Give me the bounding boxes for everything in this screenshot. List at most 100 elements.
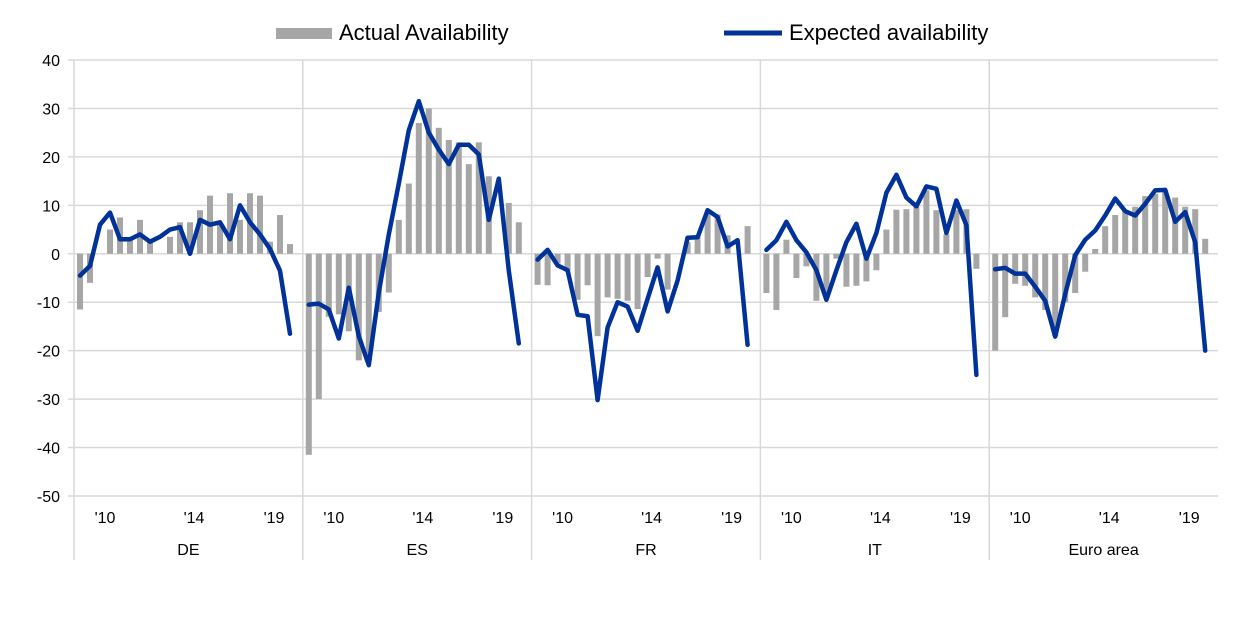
y-tick-label: -20 <box>37 344 60 361</box>
bar-es <box>355 253 362 361</box>
bar-es <box>315 253 322 400</box>
y-tick-label: 20 <box>42 150 60 167</box>
panel-label: Euro area <box>1068 542 1138 559</box>
bar-de <box>197 210 203 254</box>
bar-de <box>257 195 263 254</box>
bar-euro-area <box>992 253 999 351</box>
actual-availability-bars <box>77 108 1209 455</box>
y-tick-label: 10 <box>42 198 60 215</box>
bar-euro-area <box>1082 253 1089 272</box>
panel-label: DE <box>177 542 199 559</box>
bar-fr <box>644 253 651 278</box>
bar-euro-area <box>1012 253 1019 284</box>
bar-euro-area <box>1072 253 1079 294</box>
bar-es <box>465 164 472 254</box>
x-tick-label: '19 <box>492 510 513 527</box>
bar-es <box>325 253 332 317</box>
bar-euro-area <box>1202 238 1209 254</box>
bar-euro-area <box>1142 196 1149 254</box>
bar-es <box>435 127 442 254</box>
x-tick-label: '10 <box>781 510 802 527</box>
bar-it <box>803 253 810 267</box>
bar-it <box>883 229 890 254</box>
bar-es <box>425 108 432 254</box>
bar-es <box>475 142 482 254</box>
x-tick-label: '14 <box>184 510 205 527</box>
bar-fr <box>604 253 611 298</box>
bar-es <box>505 202 512 254</box>
legend-swatch-actual <box>276 28 332 39</box>
bar-it <box>833 253 840 259</box>
y-tick-label: -30 <box>37 392 60 409</box>
bar-es <box>405 183 412 254</box>
bar-fr <box>614 253 621 299</box>
bar-euro-area <box>1052 253 1059 337</box>
bar-it <box>773 253 780 310</box>
bar-it <box>793 253 800 278</box>
bar-es <box>335 253 342 315</box>
bar-fr <box>744 226 751 254</box>
bar-fr <box>554 253 561 264</box>
legend: Actual Availability Expected availabilit… <box>276 20 988 45</box>
y-tick-label: 0 <box>51 247 60 264</box>
bar-de <box>127 239 133 254</box>
bar-it <box>933 210 940 254</box>
bar-euro-area <box>1002 253 1009 318</box>
line-euro-area <box>992 187 1208 353</box>
bar-es <box>385 253 392 293</box>
bar-de <box>287 244 293 254</box>
bar-fr <box>564 253 571 271</box>
line-fr <box>535 207 750 403</box>
bar-es <box>415 122 422 254</box>
bar-it <box>843 253 850 287</box>
bar-fr <box>704 213 711 254</box>
panel-label: IT <box>868 542 882 559</box>
gridlines <box>68 59 1218 560</box>
x-tick-label: '19 <box>721 510 742 527</box>
bar-it <box>823 253 830 298</box>
x-tick-label: '10 <box>552 510 573 527</box>
bar-it <box>863 253 870 282</box>
y-tick-label: 30 <box>42 101 60 118</box>
bar-fr <box>684 242 691 254</box>
panel-label: FR <box>635 542 656 559</box>
bar-euro-area <box>1152 193 1159 254</box>
bar-euro-area <box>1042 253 1049 310</box>
bar-fr <box>714 214 721 254</box>
bar-de <box>167 236 173 254</box>
bar-it <box>813 253 820 301</box>
bar-fr <box>654 253 661 259</box>
x-tick-label: '14 <box>641 510 662 527</box>
bar-fr <box>574 253 581 300</box>
x-tick-label: '10 <box>1010 510 1031 527</box>
bar-fr <box>544 253 551 286</box>
x-tick-label: '14 <box>412 510 433 527</box>
bar-es <box>445 139 452 254</box>
bar-de <box>147 239 153 254</box>
axes: 40 30 20 10 0 -10 -20 -30 -40 -50 '10 '14 '19 DE '10 '1… <box>37 53 1200 559</box>
bar-euro-area <box>1172 197 1179 254</box>
bar-euro-area <box>1102 226 1109 254</box>
bar-it <box>943 234 950 254</box>
bar-de <box>177 222 183 254</box>
bar-it <box>783 239 790 254</box>
x-tick-label: '19 <box>1179 510 1200 527</box>
bar-fr <box>534 253 541 285</box>
bar-euro-area <box>1162 190 1169 254</box>
x-tick-label: '10 <box>323 510 344 527</box>
bar-es <box>395 219 402 254</box>
bar-euro-area <box>1132 206 1139 254</box>
legend-label-actual: Actual Availability <box>339 20 509 45</box>
bar-it <box>853 253 860 286</box>
x-tick-label: '14 <box>1099 510 1120 527</box>
bar-euro-area <box>1192 209 1199 254</box>
bar-es <box>305 253 312 455</box>
bar-it <box>893 209 900 254</box>
bar-euro-area <box>1022 253 1029 286</box>
bar-it <box>763 253 770 294</box>
bar-de <box>227 193 233 254</box>
bar-fr <box>624 253 631 301</box>
bar-de <box>237 219 243 254</box>
line-it <box>764 172 979 378</box>
